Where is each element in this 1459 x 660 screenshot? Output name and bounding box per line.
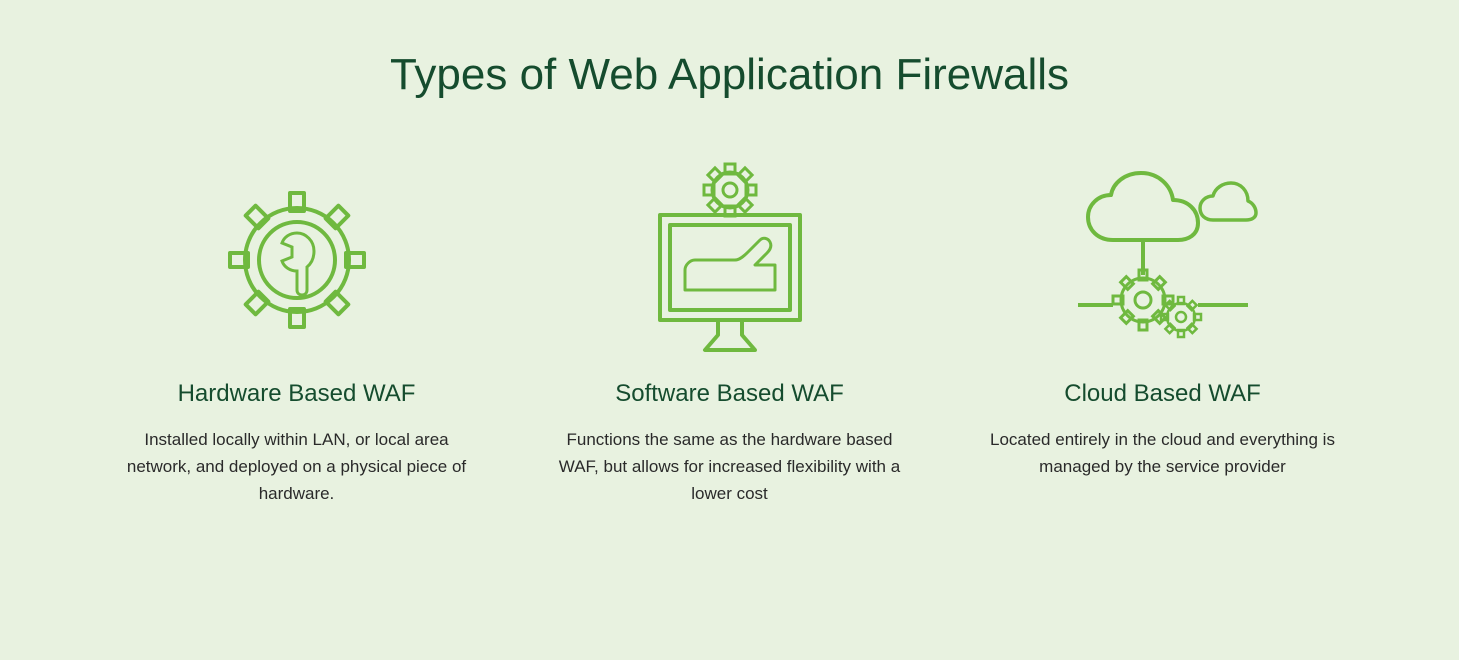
cards-container: Hardware Based WAF Installed locally wit… — [60, 160, 1399, 508]
card-heading-software: Software Based WAF — [540, 380, 920, 408]
card-heading-cloud: Cloud Based WAF — [973, 380, 1353, 408]
card-description-software: Functions the same as the hardware based… — [540, 426, 920, 508]
card-cloud: Cloud Based WAF Located entirely in the … — [973, 160, 1353, 508]
page-title: Types of Web Application Firewalls — [60, 50, 1399, 100]
card-description-cloud: Located entirely in the cloud and everyt… — [973, 426, 1353, 480]
gear-wrench-icon — [107, 160, 487, 360]
cloud-gears-icon — [973, 160, 1353, 360]
card-software: Software Based WAF Functions the same as… — [540, 160, 920, 508]
monitor-gear-hand-icon — [540, 160, 920, 360]
card-heading-hardware: Hardware Based WAF — [107, 380, 487, 408]
card-description-hardware: Installed locally within LAN, or local a… — [107, 426, 487, 508]
card-hardware: Hardware Based WAF Installed locally wit… — [107, 160, 487, 508]
